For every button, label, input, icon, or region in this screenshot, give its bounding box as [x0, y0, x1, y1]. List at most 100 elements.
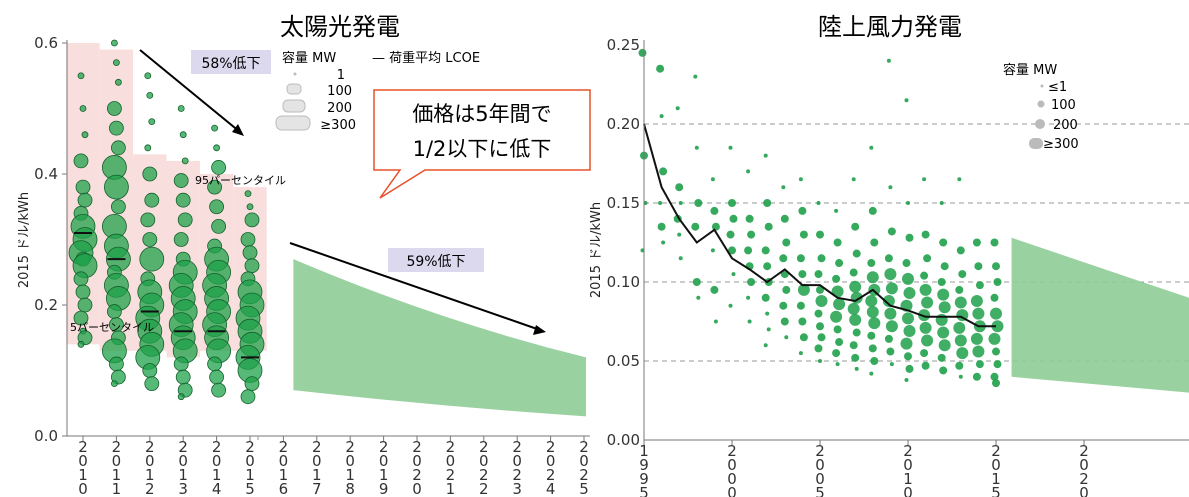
wind-legend-size-300 — [1029, 138, 1043, 149]
wind-point — [766, 327, 771, 332]
wind-point — [691, 222, 700, 231]
solar-x-tick-digit: 2 — [479, 480, 489, 497]
wind-point — [675, 106, 680, 111]
solar-x-tick-digit: 0 — [312, 452, 322, 470]
wind-chart: 陸上風力発電 2015 ドル/kWh 0.000.050.100.150.200… — [373, 13, 1189, 497]
wind-callout-line-1: 価格は5年間で — [412, 102, 551, 126]
wind-point — [940, 262, 949, 271]
wind-point — [868, 344, 877, 353]
wind-point — [852, 328, 861, 337]
wind-x-tick-digit: 9 — [639, 456, 649, 474]
solar-x-tick-digit: 8 — [345, 480, 355, 497]
solar-y-tick-label: 0.0 — [34, 427, 58, 445]
wind-point — [992, 347, 1000, 356]
solar-decline-bottom-arrow — [289, 242, 541, 331]
wind-x-tick-digit: 0 — [727, 470, 737, 488]
solar-x-tick-digit: 2 — [512, 438, 522, 456]
wind-point — [849, 313, 862, 326]
wind-point — [990, 307, 1002, 320]
solar-point — [111, 380, 118, 388]
solar-point — [144, 376, 160, 392]
wind-point — [990, 238, 999, 247]
solar-x-tick-digit: 0 — [479, 452, 489, 470]
solar-legend: 容量 MW — 荷重平均 LCOE 1 100 200 ≥300 — [275, 50, 480, 133]
solar-x-tick-digit: 0 — [78, 452, 88, 470]
solar-point — [144, 72, 152, 80]
wind-x-tick-digit: 2 — [1079, 442, 1089, 460]
wind-point — [992, 379, 1000, 388]
solar-point — [211, 160, 227, 175]
wind-y-tick-label: 0.00 — [607, 431, 640, 449]
solar-point — [144, 192, 160, 208]
wind-point — [728, 199, 736, 207]
wind-point — [678, 201, 683, 205]
wind-point — [710, 248, 715, 253]
wind-point — [816, 201, 821, 205]
solar-point — [111, 140, 126, 156]
wind-point — [956, 246, 965, 255]
wind-y-tick-label: 0.15 — [607, 194, 640, 212]
solar-x-tick-digit: 0 — [178, 452, 188, 470]
wind-point — [937, 326, 950, 339]
wind-legend-size-1 — [1040, 84, 1044, 88]
wind-point — [938, 301, 951, 314]
solar-point — [75, 284, 91, 300]
wind-point — [816, 285, 824, 294]
wind-point — [781, 185, 786, 190]
wind-legend: 容量 MW ≤1 100 200 ≥300 — [1003, 62, 1079, 152]
solar-weighted-average — [74, 231, 259, 359]
wind-point — [921, 361, 930, 370]
wind-x-tick-digit: 0 — [727, 484, 737, 497]
wind-point — [779, 254, 788, 263]
solar-forecast-band — [293, 259, 586, 417]
wind-point — [817, 333, 826, 342]
solar-point — [109, 120, 124, 136]
solar-legend-size-1-label: 1 — [337, 68, 345, 83]
solar-point — [73, 310, 89, 326]
wind-point — [761, 293, 770, 302]
wind-point — [993, 278, 1002, 286]
solar-x-tick-digit: 1 — [78, 466, 88, 484]
solar-p5-label: 5パーセンタイル — [70, 321, 154, 334]
wind-point — [677, 232, 682, 237]
wind-point — [728, 145, 733, 150]
wind-callout-bubble — [373, 89, 591, 199]
wind-point — [834, 208, 839, 213]
solar-x-tick-digit: 1 — [212, 466, 222, 484]
wind-point — [919, 321, 932, 334]
wind-point — [728, 246, 736, 255]
solar-y-tick-label: 0.2 — [34, 296, 58, 314]
solar-x-tick-digit: 4 — [546, 480, 556, 497]
wind-point — [814, 270, 823, 279]
solar-point — [209, 369, 225, 385]
wind-point — [851, 353, 860, 362]
solar-x-tick-digit: 2 — [546, 438, 556, 456]
solar-legend-size-300-label: ≥300 — [320, 118, 356, 133]
solar-x-tick-digit: 5 — [579, 480, 589, 497]
wind-point — [905, 233, 914, 242]
wind-point — [939, 238, 948, 247]
solar-point — [75, 179, 91, 195]
wind-point — [923, 254, 932, 263]
wind-point — [868, 317, 881, 330]
wind-point — [835, 259, 844, 268]
solar-x-tick-digit: 2 — [412, 466, 422, 484]
wind-x-tick-digit: 0 — [1079, 484, 1089, 497]
wind-y-ticks: 0.00 0.05 0.10 0.15 0.20 0.25 — [607, 36, 640, 449]
solar-x-tick-digit: 2 — [512, 466, 522, 484]
wind-x-tick-digit: 0 — [815, 456, 825, 474]
solar-point — [207, 356, 223, 372]
solar-x-tick-digit: 2 — [446, 466, 456, 484]
solar-point — [109, 356, 124, 372]
wind-point — [747, 319, 752, 324]
wind-point — [710, 177, 715, 182]
solar-x-tick-digit: 1 — [178, 466, 188, 484]
wind-point — [678, 256, 683, 261]
wind-point — [711, 222, 720, 231]
wind-point — [988, 332, 1001, 345]
wind-point — [765, 311, 770, 316]
solar-x-tick-digit: 1 — [145, 466, 155, 484]
solar-point — [77, 72, 85, 80]
solar-legend-size-100-label: 100 — [327, 84, 352, 99]
solar-x-tick-digit: 2 — [145, 438, 155, 456]
